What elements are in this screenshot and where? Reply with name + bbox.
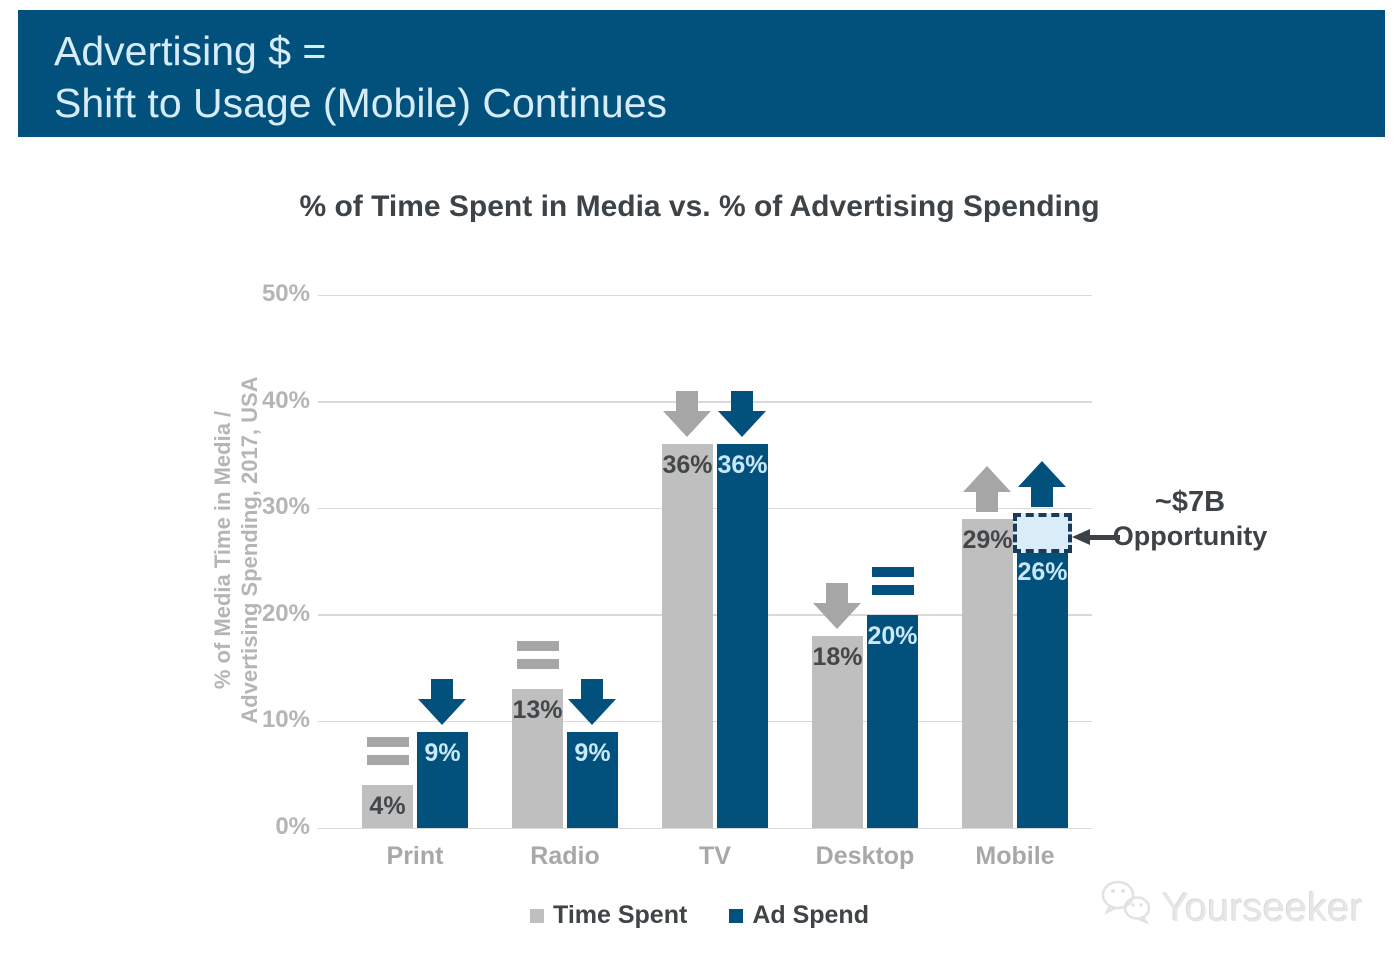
- y-tick-label: 20%: [261, 599, 310, 627]
- equal-trend-icon: [872, 566, 914, 603]
- legend-label: Ad Spend: [752, 901, 869, 929]
- trend-down-icon: [718, 391, 766, 438]
- legend-item-time-spent: Time Spent: [530, 901, 687, 930]
- watermark: Yourseeker: [1098, 878, 1363, 938]
- y-axis-label: % of Media Time in Media / Advertising S…: [209, 250, 267, 850]
- trend-up-icon: [1018, 460, 1066, 507]
- bar-value-label: 29%: [962, 525, 1013, 554]
- chat-bubbles-icon: [1098, 878, 1156, 938]
- legend-label: Time Spent: [553, 901, 688, 929]
- category-label: TV: [699, 842, 731, 870]
- bar-radio-ad-spend: 9%: [567, 732, 618, 828]
- trend-down-icon: [568, 679, 616, 726]
- bar-value-label: 36%: [662, 451, 713, 480]
- chart-title: % of Time Spent in Media vs. % of Advert…: [299, 190, 1100, 223]
- category-label: Desktop: [815, 842, 915, 870]
- opportunity-amount: ~$7B: [1154, 486, 1226, 518]
- y-tick-label: 0%: [275, 813, 310, 840]
- trend-down-icon: [418, 679, 466, 726]
- gridline: [318, 294, 1092, 296]
- bar-value-label: 9%: [424, 739, 461, 768]
- category-label: Mobile: [975, 842, 1055, 870]
- y-tick-label: 10%: [261, 706, 310, 734]
- bar-desktop-ad-spend: 20%: [867, 614, 918, 828]
- banner-line2: Shift to Usage (Mobile) Continues: [54, 80, 668, 126]
- y-axis-label-line2: Advertising Spending, 2017, USA: [237, 376, 262, 724]
- time-spent-swatch-icon: [530, 908, 545, 923]
- bar-print-time-spent: 4%: [362, 785, 413, 828]
- trend-down-icon: [663, 391, 711, 438]
- annotation-arrow-line: [1089, 535, 1120, 540]
- bar-radio-time-spent: 13%: [512, 689, 563, 828]
- bar-desktop-time-spent: 18%: [812, 636, 863, 828]
- bar-mobile-ad-spend: 26%: [1017, 550, 1068, 828]
- slide-title-banner: Advertising $ = Shift to Usage (Mobile) …: [18, 10, 1385, 137]
- y-tick-label: 50%: [261, 280, 310, 307]
- banner-line1: Advertising $ =: [54, 28, 327, 74]
- equal-trend-icon: [367, 737, 409, 773]
- legend: Time Spent Ad Spend: [0, 901, 1399, 930]
- trend-down-icon: [813, 583, 861, 630]
- bar-chart-plot-area: 50% 40% 30% 20% 10% 0% 4% 9% Print 13% 9% Radio 36% 3…: [262, 280, 1092, 870]
- gridline: [318, 401, 1092, 403]
- bar-value-label: 36%: [717, 451, 768, 480]
- bar-mobile-time-spent: 29%: [962, 518, 1013, 828]
- category-label: Radio: [530, 842, 600, 870]
- ad-spend-swatch-icon: [729, 908, 744, 923]
- annotation-arrow-left-icon: [1072, 529, 1090, 545]
- opportunity-annotation: ~$7B Opportunity: [1105, 486, 1275, 553]
- bar-value-label: 9%: [574, 739, 611, 768]
- y-tick-label: 40%: [261, 386, 310, 414]
- bar-value-label: 4%: [369, 792, 406, 821]
- watermark-text: Yourseeker: [1162, 885, 1363, 930]
- opportunity-gap-box: [1013, 512, 1072, 553]
- bar-value-label: 20%: [867, 621, 918, 650]
- bar-tv-ad-spend: 36%: [717, 444, 768, 828]
- bar-tv-time-spent: 36%: [662, 444, 713, 828]
- bar-value-label: 26%: [1017, 557, 1068, 586]
- bar-value-label: 13%: [512, 696, 563, 725]
- category-label: Print: [386, 842, 444, 870]
- opportunity-label: Opportunity: [1112, 521, 1268, 551]
- bar-print-ad-spend: 9%: [417, 732, 468, 828]
- legend-item-ad-spend: Ad Spend: [729, 901, 869, 930]
- equal-trend-icon: [517, 641, 559, 677]
- y-axis-label-line1: % of Media Time in Media /: [210, 410, 235, 690]
- bar-value-label: 18%: [812, 643, 863, 672]
- y-tick-label: 30%: [261, 493, 310, 521]
- gridline: [318, 827, 1092, 829]
- trend-up-icon: [963, 465, 1011, 512]
